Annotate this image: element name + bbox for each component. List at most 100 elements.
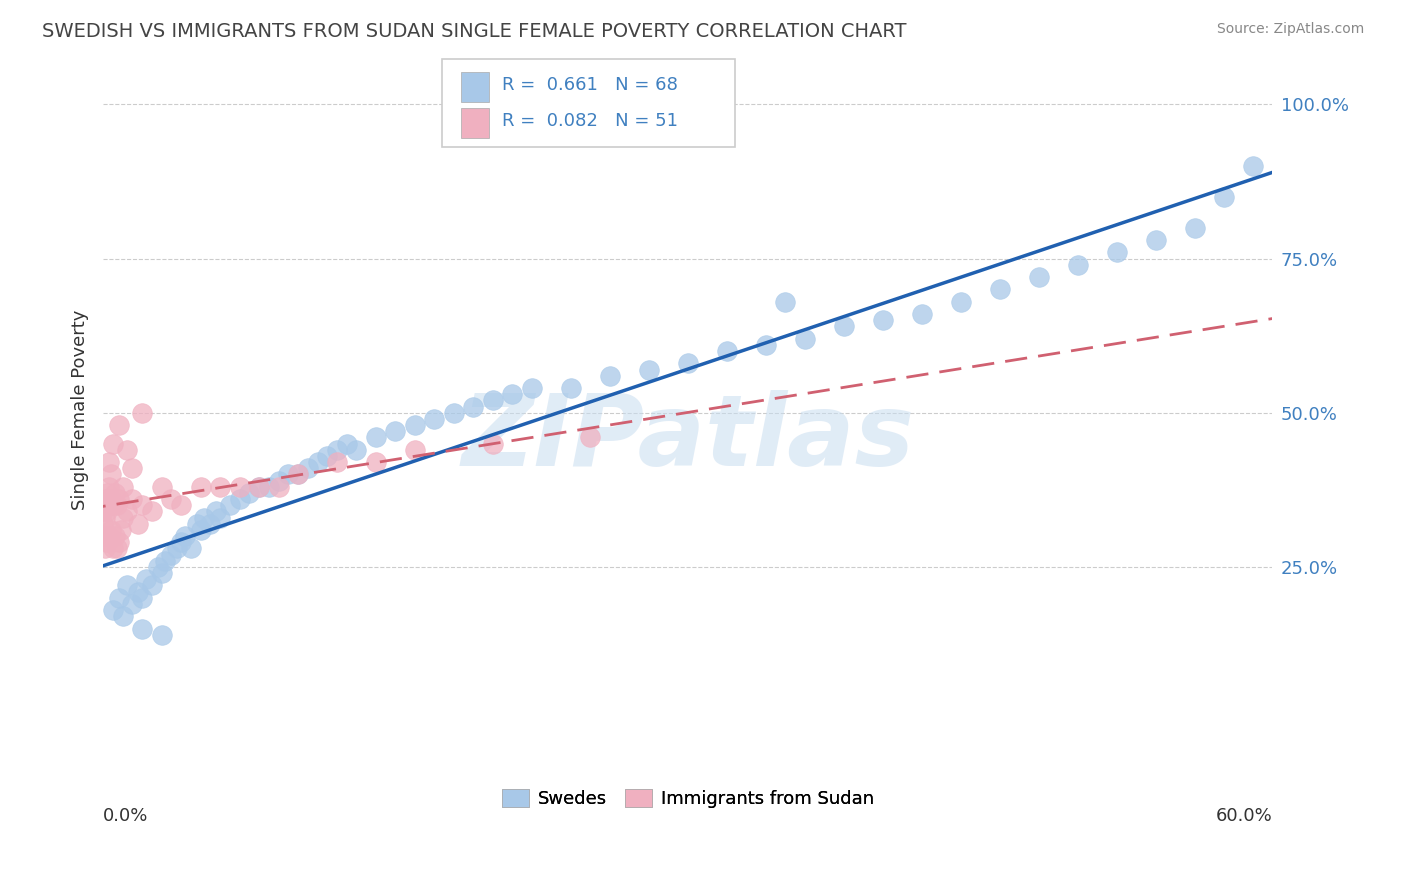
Point (364, 430, 387, 444)
Point (150, 480, 173, 494)
Point (160, 548, 183, 562)
Point (560, 381, 582, 395)
Point (94, 492, 117, 507)
Point (104, 486, 127, 500)
Point (96, 504, 118, 518)
Point (100, 492, 122, 507)
Point (150, 628, 173, 642)
Point (170, 498, 193, 512)
Point (1144, 233, 1167, 247)
Point (101, 498, 124, 512)
Point (988, 283, 1011, 297)
Point (307, 455, 329, 469)
Text: R =  0.661   N = 68: R = 0.661 N = 68 (502, 76, 678, 94)
Point (316, 449, 339, 463)
Point (579, 430, 602, 444)
Point (131, 622, 153, 636)
Point (190, 523, 212, 537)
Point (911, 307, 934, 321)
Point (277, 467, 299, 482)
FancyBboxPatch shape (443, 59, 734, 147)
Point (131, 591, 153, 605)
Point (755, 338, 778, 352)
Point (105, 498, 128, 512)
Point (101, 436, 124, 450)
Point (110, 523, 132, 537)
Text: R =  0.082   N = 51: R = 0.082 N = 51 (502, 112, 678, 130)
Point (107, 535, 129, 549)
Point (100, 467, 122, 482)
Point (832, 319, 855, 334)
Point (127, 584, 149, 599)
Point (218, 498, 240, 512)
Point (247, 480, 270, 494)
Point (96, 535, 118, 549)
Point (146, 560, 169, 574)
Point (1241, 159, 1264, 173)
Point (94, 541, 117, 556)
Point (131, 406, 153, 420)
Point (423, 412, 446, 426)
Point (297, 461, 319, 475)
Point (775, 294, 797, 309)
Point (336, 436, 359, 450)
Point (1028, 270, 1050, 285)
Point (104, 529, 127, 543)
Point (1184, 220, 1206, 235)
Point (346, 442, 368, 457)
Point (949, 294, 972, 309)
Point (91, 504, 114, 518)
Point (111, 510, 134, 524)
Point (793, 332, 815, 346)
Point (482, 393, 505, 408)
Point (205, 504, 228, 518)
Point (190, 480, 212, 494)
Point (111, 609, 134, 624)
Point (326, 455, 349, 469)
Point (141, 578, 163, 592)
Point (131, 498, 153, 512)
Point (98, 480, 121, 494)
Point (193, 510, 215, 524)
Point (228, 492, 250, 507)
Point (267, 480, 290, 494)
FancyBboxPatch shape (461, 72, 489, 102)
Text: ZIPatlas: ZIPatlas (461, 390, 914, 486)
Point (115, 504, 138, 518)
Point (141, 504, 163, 518)
Point (101, 541, 124, 556)
Point (257, 480, 280, 494)
Point (247, 480, 270, 494)
Point (326, 442, 349, 457)
Point (520, 381, 543, 395)
Point (107, 418, 129, 433)
Point (150, 566, 173, 581)
Point (105, 541, 128, 556)
Point (287, 467, 309, 482)
Text: 60.0%: 60.0% (1216, 807, 1272, 825)
Point (91, 529, 114, 543)
Point (166, 541, 188, 556)
Point (174, 529, 197, 543)
Point (463, 400, 485, 414)
Point (209, 510, 232, 524)
FancyBboxPatch shape (461, 108, 489, 138)
Text: Source: ZipAtlas.com: Source: ZipAtlas.com (1216, 22, 1364, 37)
Point (443, 406, 465, 420)
Point (482, 436, 505, 450)
Point (127, 516, 149, 531)
Point (135, 572, 157, 586)
Point (384, 425, 406, 439)
Legend: Swedes, Immigrants from Sudan: Swedes, Immigrants from Sudan (495, 781, 882, 815)
Text: SWEDISH VS IMMIGRANTS FROM SUDAN SINGLE FEMALE POVERTY CORRELATION CHART: SWEDISH VS IMMIGRANTS FROM SUDAN SINGLE … (42, 22, 907, 41)
Point (238, 486, 260, 500)
Point (91, 516, 114, 531)
Point (98, 529, 121, 543)
Point (404, 442, 426, 457)
Point (599, 368, 621, 383)
Point (180, 541, 202, 556)
Point (287, 467, 309, 482)
Point (716, 344, 738, 359)
Point (98, 498, 121, 512)
Point (115, 442, 138, 457)
